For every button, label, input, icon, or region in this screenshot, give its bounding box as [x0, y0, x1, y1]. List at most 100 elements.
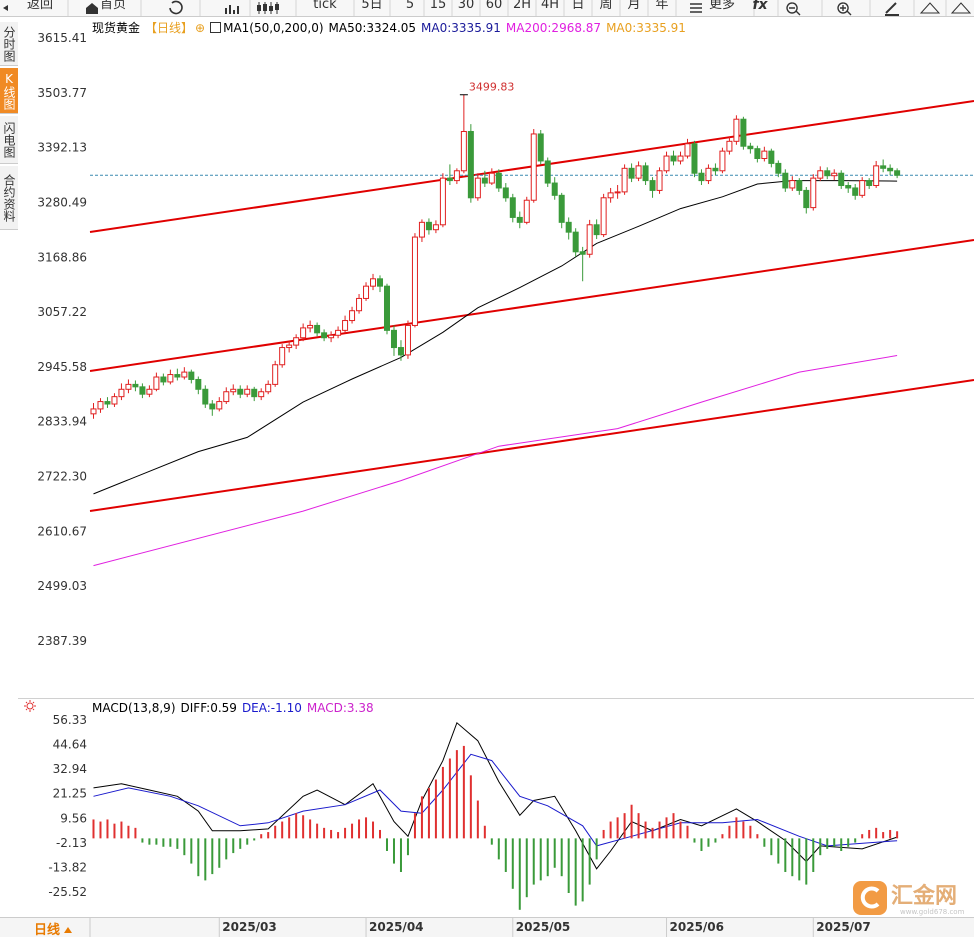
macd-bar — [700, 838, 703, 851]
trend-line — [89, 379, 974, 512]
macd-bar — [630, 804, 633, 839]
candle-body — [202, 388, 209, 405]
toolbar-button[interactable]: 5日 — [361, 0, 382, 12]
macd-bar — [735, 817, 738, 839]
toolbar-button[interactable]: 30 — [458, 0, 475, 12]
macd-bar — [644, 821, 647, 839]
candle-body — [705, 167, 712, 182]
formula-button[interactable]: fx — [752, 0, 768, 13]
legend-period: 【日线】 — [145, 21, 194, 35]
toolbar-button[interactable]: 2H — [513, 0, 531, 12]
period-button[interactable]: 日线 — [34, 922, 60, 937]
toolbar-bg — [0, 0, 974, 16]
sidebar-tab[interactable]: 分时图 — [0, 22, 18, 66]
candle-body — [223, 391, 230, 403]
candle-body — [453, 170, 460, 182]
candle-body — [698, 172, 705, 182]
toolbar-button[interactable]: 日 — [571, 0, 584, 12]
macd-bar — [92, 819, 95, 839]
y-tick-label: 9.56 — [60, 811, 87, 825]
macd-bar — [658, 821, 661, 839]
candle-body — [502, 187, 509, 199]
legend-entry: DIFF:0.59 — [180, 701, 237, 715]
macd-bar — [434, 779, 437, 839]
macd-bar — [239, 838, 242, 849]
macd-bar — [399, 838, 402, 872]
toolbar-button[interactable]: 4H — [541, 0, 559, 12]
refresh-icon[interactable] — [169, 0, 183, 15]
candle-body — [342, 320, 349, 331]
macd-line — [93, 753, 898, 847]
triangle-icon[interactable] — [919, 2, 941, 14]
candle-body — [670, 155, 677, 162]
macd-bar — [805, 838, 808, 885]
macd-bar — [183, 838, 186, 856]
candle-body — [265, 383, 272, 393]
macd-bar — [693, 838, 696, 843]
macd-bar — [337, 832, 340, 839]
toolbar-button[interactable]: 年 — [655, 0, 668, 12]
zoom-in-icon[interactable] — [837, 2, 852, 16]
macd-bar — [141, 838, 144, 843]
triangle-icon[interactable] — [950, 2, 972, 14]
toolbar-button[interactable]: 60 — [486, 0, 503, 12]
toolbar-button[interactable]: 更多 — [709, 0, 735, 12]
candle-body — [712, 167, 719, 172]
candle-body — [817, 170, 824, 179]
toolbar-button[interactable]: 返回 — [27, 0, 53, 12]
candle-body — [97, 401, 104, 410]
x-tick-label: 2025/06 — [670, 920, 724, 934]
candle-body — [607, 192, 614, 199]
more-icon — [690, 3, 702, 13]
candle-body — [831, 172, 838, 177]
zoom-out-icon[interactable] — [786, 2, 801, 16]
macd-bar — [889, 829, 892, 839]
candle-body — [307, 324, 314, 329]
macd-bar — [330, 829, 333, 839]
toolbar-button[interactable]: 15 — [430, 0, 447, 12]
candle-body — [558, 194, 565, 223]
macd-bar — [798, 838, 801, 881]
candle-body — [621, 167, 628, 193]
sidebar-tab[interactable]: K线图 — [0, 68, 18, 114]
toolbar-button[interactable]: 月 — [627, 0, 640, 12]
candle-body — [628, 167, 635, 179]
macd-bar — [854, 838, 857, 843]
macd-bar — [819, 838, 822, 856]
macd-bar — [868, 829, 871, 839]
sidebar-tab[interactable]: 合约资料 — [0, 166, 18, 230]
candle-body — [509, 197, 516, 218]
footer-bg — [0, 917, 974, 937]
candle-body — [132, 383, 139, 388]
candle-body — [642, 165, 649, 182]
y-tick-label: -25.52 — [48, 885, 87, 899]
macd-bar — [253, 838, 256, 841]
legend-icon: ⊕ — [195, 21, 206, 35]
watermark-name: 汇金网 — [891, 883, 957, 909]
macd-bar — [197, 838, 200, 877]
y-tick-label: 3057.22 — [37, 305, 87, 319]
macd-bar — [211, 838, 214, 875]
candle-body — [279, 347, 286, 366]
macd-bar — [756, 834, 759, 839]
pen-icon[interactable] — [885, 2, 899, 16]
candle-body — [397, 347, 404, 356]
macd-bar — [379, 829, 382, 839]
macd-bar — [665, 817, 668, 839]
candle-body — [600, 197, 607, 236]
toolbar-button[interactable]: tick — [313, 0, 337, 12]
candle-body — [761, 150, 768, 159]
macd-bar — [812, 838, 815, 872]
macd-bar — [358, 819, 361, 839]
candle-body — [377, 278, 384, 287]
toolbar-button[interactable]: 首页 — [100, 0, 126, 12]
toolbar-button[interactable]: 周 — [599, 0, 612, 12]
macd-bar — [113, 823, 116, 839]
bars-icon[interactable] — [225, 5, 239, 14]
sidebar-tab[interactable]: 闪电图 — [0, 116, 18, 164]
candle-body — [404, 324, 411, 356]
ma-line — [93, 355, 898, 567]
candle-body — [363, 285, 370, 299]
toolbar-button[interactable]: 5 — [406, 0, 414, 12]
